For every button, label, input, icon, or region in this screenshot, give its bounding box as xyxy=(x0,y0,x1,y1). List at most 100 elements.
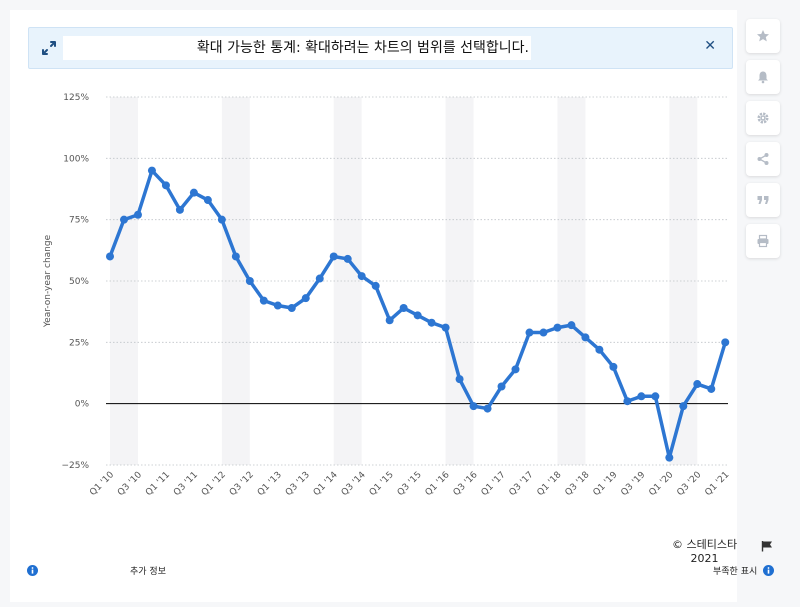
data-point[interactable] xyxy=(553,323,562,332)
show-source-link[interactable]: 부족한 표시 xyxy=(713,567,758,577)
gear-icon xyxy=(757,112,769,124)
expand-icon[interactable] xyxy=(41,40,57,56)
x-tick-label: Q1 '20 xyxy=(647,470,675,498)
x-tick-label: Q3 '20 xyxy=(675,470,703,498)
notification-button[interactable] xyxy=(746,60,780,94)
data-point[interactable] xyxy=(469,402,478,411)
info-icon[interactable] xyxy=(763,565,774,576)
close-icon[interactable]: ✕ xyxy=(704,38,716,54)
share-button[interactable] xyxy=(746,142,780,176)
data-point[interactable] xyxy=(301,294,310,303)
data-point[interactable] xyxy=(483,404,492,413)
x-tick-label: Q1 '15 xyxy=(368,470,396,498)
zoom-banner-text: 확대 가능한 통계: 확대하려는 차트의 범위를 선택합니다. xyxy=(63,36,531,60)
y-axis-title: Year-on-year change xyxy=(43,234,53,328)
print-button[interactable] xyxy=(746,224,780,258)
data-point[interactable] xyxy=(371,281,380,290)
data-point[interactable] xyxy=(175,205,184,214)
cite-button[interactable] xyxy=(746,183,780,217)
more-info-link[interactable]: 추가 정보 xyxy=(130,567,166,577)
data-point[interactable] xyxy=(161,181,170,190)
x-tick-label: Q1 '14 xyxy=(312,470,340,498)
data-point[interactable] xyxy=(427,318,436,327)
y-tick-label: 0% xyxy=(75,400,90,410)
x-tick-label: Q1 '16 xyxy=(424,470,452,498)
data-point[interactable] xyxy=(343,254,352,263)
zoom-banner: 확대 가능한 통계: 확대하려는 차트의 범위를 선택합니다. ✕ xyxy=(28,27,733,69)
data-point[interactable] xyxy=(539,328,548,337)
data-point[interactable] xyxy=(245,277,254,285)
data-point[interactable] xyxy=(665,453,674,462)
data-point[interactable] xyxy=(315,274,324,283)
chart-grid xyxy=(106,96,728,466)
data-point[interactable] xyxy=(399,303,408,312)
share-icon xyxy=(757,153,769,165)
x-tick-label: Q1 '10 xyxy=(88,470,116,498)
data-point[interactable] xyxy=(497,382,506,391)
data-point[interactable] xyxy=(106,252,114,261)
series-group xyxy=(106,166,730,462)
data-point[interactable] xyxy=(707,384,716,393)
x-tick-label: Q3 '16 xyxy=(452,470,480,498)
x-tick-label: Q3 '11 xyxy=(172,470,200,498)
data-point[interactable] xyxy=(595,345,604,354)
y-tick-label: 75% xyxy=(69,216,89,226)
x-tick-label: Q3 '10 xyxy=(116,470,144,498)
data-point[interactable] xyxy=(609,362,618,371)
y-axis-ticks: −25% 0% 25% 50% 75% 100% 125% xyxy=(61,93,89,471)
x-tick-label: Q3 '15 xyxy=(396,470,424,498)
x-tick-label: Q1 '12 xyxy=(200,470,228,498)
flag-icon[interactable] xyxy=(761,540,773,552)
data-point[interactable] xyxy=(287,303,296,312)
data-point[interactable] xyxy=(203,196,212,205)
sidebar-toolbar xyxy=(746,19,780,265)
data-point[interactable] xyxy=(217,215,226,224)
data-point[interactable] xyxy=(511,365,520,374)
x-tick-label: Q3 '18 xyxy=(564,470,592,498)
x-tick-label: Q1 '11 xyxy=(144,470,172,498)
copyright-text: © 스테티스타 xyxy=(672,538,738,551)
data-point[interactable] xyxy=(441,323,450,332)
data-point[interactable] xyxy=(385,316,394,325)
data-point[interactable] xyxy=(637,392,646,401)
x-tick-label: Q3 '17 xyxy=(508,470,536,498)
data-point[interactable] xyxy=(413,311,422,320)
data-point[interactable] xyxy=(721,338,730,347)
data-point[interactable] xyxy=(357,272,366,281)
x-tick-label: Q1 '17 xyxy=(480,470,508,498)
y-tick-label: 100% xyxy=(63,154,89,164)
data-point[interactable] xyxy=(623,397,632,406)
x-axis-ticks: Q1 '10 Q3 '10 Q1 '11 Q3 '11 Q1 '12 Q3 '12 Q1 '… xyxy=(88,470,731,498)
data-point[interactable] xyxy=(567,321,576,330)
print-icon xyxy=(757,234,769,248)
data-point[interactable] xyxy=(189,188,198,197)
x-tick-label: Q3 '19 xyxy=(619,470,647,498)
data-point[interactable] xyxy=(273,301,282,310)
data-point[interactable] xyxy=(133,210,142,219)
settings-button[interactable] xyxy=(746,101,780,135)
data-point[interactable] xyxy=(525,328,534,337)
star-icon xyxy=(757,30,769,42)
info-icon[interactable] xyxy=(27,565,38,576)
data-point[interactable] xyxy=(329,252,338,261)
bell-icon xyxy=(758,71,768,84)
data-point[interactable] xyxy=(455,375,464,384)
data-point[interactable] xyxy=(119,215,128,224)
quote-icon xyxy=(757,196,769,204)
x-tick-label: Q1 '18 xyxy=(536,470,564,498)
y-tick-label: −25% xyxy=(61,461,89,471)
x-tick-label: Q1 '13 xyxy=(256,470,284,498)
data-point[interactable] xyxy=(679,402,688,411)
x-tick-label: Q3 '12 xyxy=(228,470,256,498)
data-point[interactable] xyxy=(231,252,240,261)
data-point[interactable] xyxy=(693,380,702,389)
x-tick-label: Q3 '13 xyxy=(284,470,312,498)
data-point[interactable] xyxy=(147,166,156,175)
favorite-button[interactable] xyxy=(746,19,780,53)
data-point[interactable] xyxy=(651,392,660,401)
x-tick-label: Q3 '14 xyxy=(340,470,368,498)
data-point[interactable] xyxy=(581,333,590,342)
data-point[interactable] xyxy=(259,296,268,305)
copyright[interactable]: © 스테티스타 2021 xyxy=(672,538,737,566)
